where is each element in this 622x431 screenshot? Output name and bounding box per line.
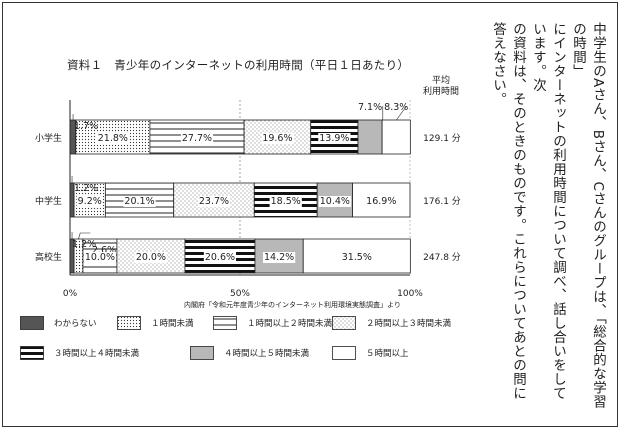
legend-swatch bbox=[332, 316, 356, 330]
data-label: 18.5% bbox=[271, 196, 301, 207]
average-header-line-2: 利用時間 bbox=[422, 87, 459, 97]
average-value: 247.8 分 bbox=[423, 252, 461, 263]
document-frame bbox=[2, 2, 618, 427]
data-label: 31.5% bbox=[342, 252, 372, 263]
question-text: 中学生のAさん、Bさん、Cさんのグループは、「総合的な学習の時間」 にインターネ… bbox=[488, 22, 608, 412]
data-label: 8.3% bbox=[384, 102, 408, 113]
legend-item: １時間未満 bbox=[117, 316, 194, 330]
legend-label: わからない bbox=[54, 319, 97, 329]
data-label: 19.6% bbox=[262, 133, 292, 144]
bar-segment bbox=[381, 119, 411, 155]
data-label: 16.9% bbox=[366, 196, 396, 207]
legend-item: ２時間以上３時間未満 bbox=[332, 316, 451, 330]
legend-swatch bbox=[20, 346, 44, 360]
data-label-bg bbox=[263, 252, 296, 263]
data-label-bg bbox=[365, 196, 398, 207]
data-label: 20.1% bbox=[124, 196, 154, 207]
data-label: 10.0% bbox=[85, 252, 115, 263]
data-label: 1.2% bbox=[74, 183, 98, 194]
average-header-line-1: 平均 bbox=[431, 76, 450, 86]
data-label: 14.2% bbox=[264, 252, 294, 263]
legend-item: わからない bbox=[20, 316, 97, 330]
category-label: 小学生 bbox=[35, 132, 62, 144]
x-tick-label: 100% bbox=[397, 289, 423, 299]
data-label-bg bbox=[134, 252, 168, 263]
legend-label: ２時間以上３時間未満 bbox=[366, 319, 452, 329]
source-note: 内閣府「令和元年度青少年のインターネット利用環境実態調査」より bbox=[184, 301, 401, 309]
average-value: 129.1 分 bbox=[423, 133, 461, 144]
legend-label: ５時間以上 bbox=[366, 349, 409, 359]
average-value: 176.1 分 bbox=[423, 196, 461, 207]
legend-item: ３時間以上４時間未満 bbox=[20, 346, 139, 360]
data-label-bg bbox=[123, 196, 156, 207]
legend-item: ５時間以上 bbox=[332, 346, 409, 360]
category-label: 中学生 bbox=[35, 195, 62, 207]
chart-title: 資料１ 青少年のインターネットの利用時間（平日１日あたり） bbox=[67, 58, 410, 72]
legend-swatch bbox=[20, 316, 44, 330]
data-label: 21.8% bbox=[98, 133, 128, 144]
legend-label: ３時間以上４時間未満 bbox=[54, 349, 140, 359]
data-label: 27.7% bbox=[182, 133, 212, 144]
legend-swatch bbox=[332, 346, 356, 360]
data-label-bg bbox=[261, 133, 294, 144]
legend-label: ４時間以上５時間未満 bbox=[224, 349, 310, 359]
question-line-2: にインターネットの利用時間について調べ、話し合いをしています。次 bbox=[530, 22, 566, 400]
bar-segment bbox=[357, 119, 383, 155]
data-label: 20.6% bbox=[205, 252, 235, 263]
question-line-1: 中学生のAさん、Bさん、Cさんのグループは、「総合的な学習の時間」 bbox=[570, 22, 606, 409]
leader-line bbox=[78, 232, 91, 240]
legend-item: ４時間以上５時間未満 bbox=[190, 346, 309, 360]
data-label: 23.7% bbox=[199, 196, 229, 207]
data-label-bg bbox=[197, 196, 231, 207]
x-tick-label: 0% bbox=[63, 289, 78, 299]
data-label: 9.2% bbox=[78, 196, 102, 207]
data-label-bg bbox=[180, 133, 214, 144]
legend-item: １時間以上２時間未満 bbox=[213, 316, 332, 330]
data-label: 7.1% bbox=[358, 102, 382, 113]
legend-label: １時間未満 bbox=[151, 319, 194, 329]
bar-segment bbox=[173, 182, 255, 218]
leader-line bbox=[396, 105, 407, 121]
legend-swatch bbox=[190, 346, 214, 360]
data-label: 1.2% bbox=[72, 239, 96, 250]
legend-label: １時間以上２時間未満 bbox=[247, 319, 333, 329]
data-label-bg bbox=[96, 133, 129, 144]
legend-swatch bbox=[117, 316, 141, 330]
data-label: 13.9% bbox=[319, 133, 349, 144]
data-label-bg bbox=[203, 252, 237, 263]
data-label-bg bbox=[76, 196, 103, 207]
data-label-bg bbox=[83, 252, 117, 263]
data-label-bg bbox=[318, 133, 351, 144]
data-label-bg bbox=[340, 252, 373, 263]
legend-swatch bbox=[213, 316, 237, 330]
x-tick-label: 50% bbox=[230, 289, 250, 299]
data-label: 2.6% bbox=[92, 245, 116, 256]
data-label: 20.0% bbox=[136, 252, 166, 263]
question-line-3: の資料は、そのときのものです。これらについてあとの問に答えなさい。 bbox=[490, 22, 526, 400]
average-header: 平均 利用時間 bbox=[418, 76, 464, 98]
category-label: 高校生 bbox=[35, 251, 62, 263]
chart-legend: わからない １時間未満 １時間以上２時間未満 ２時間以上３時間未満 ３時間以上４時間未満… bbox=[20, 316, 520, 370]
data-label-bg bbox=[269, 196, 302, 207]
data-label: 10.4% bbox=[320, 196, 350, 207]
data-label: 1.7% bbox=[74, 121, 98, 132]
data-label-bg bbox=[318, 196, 351, 207]
